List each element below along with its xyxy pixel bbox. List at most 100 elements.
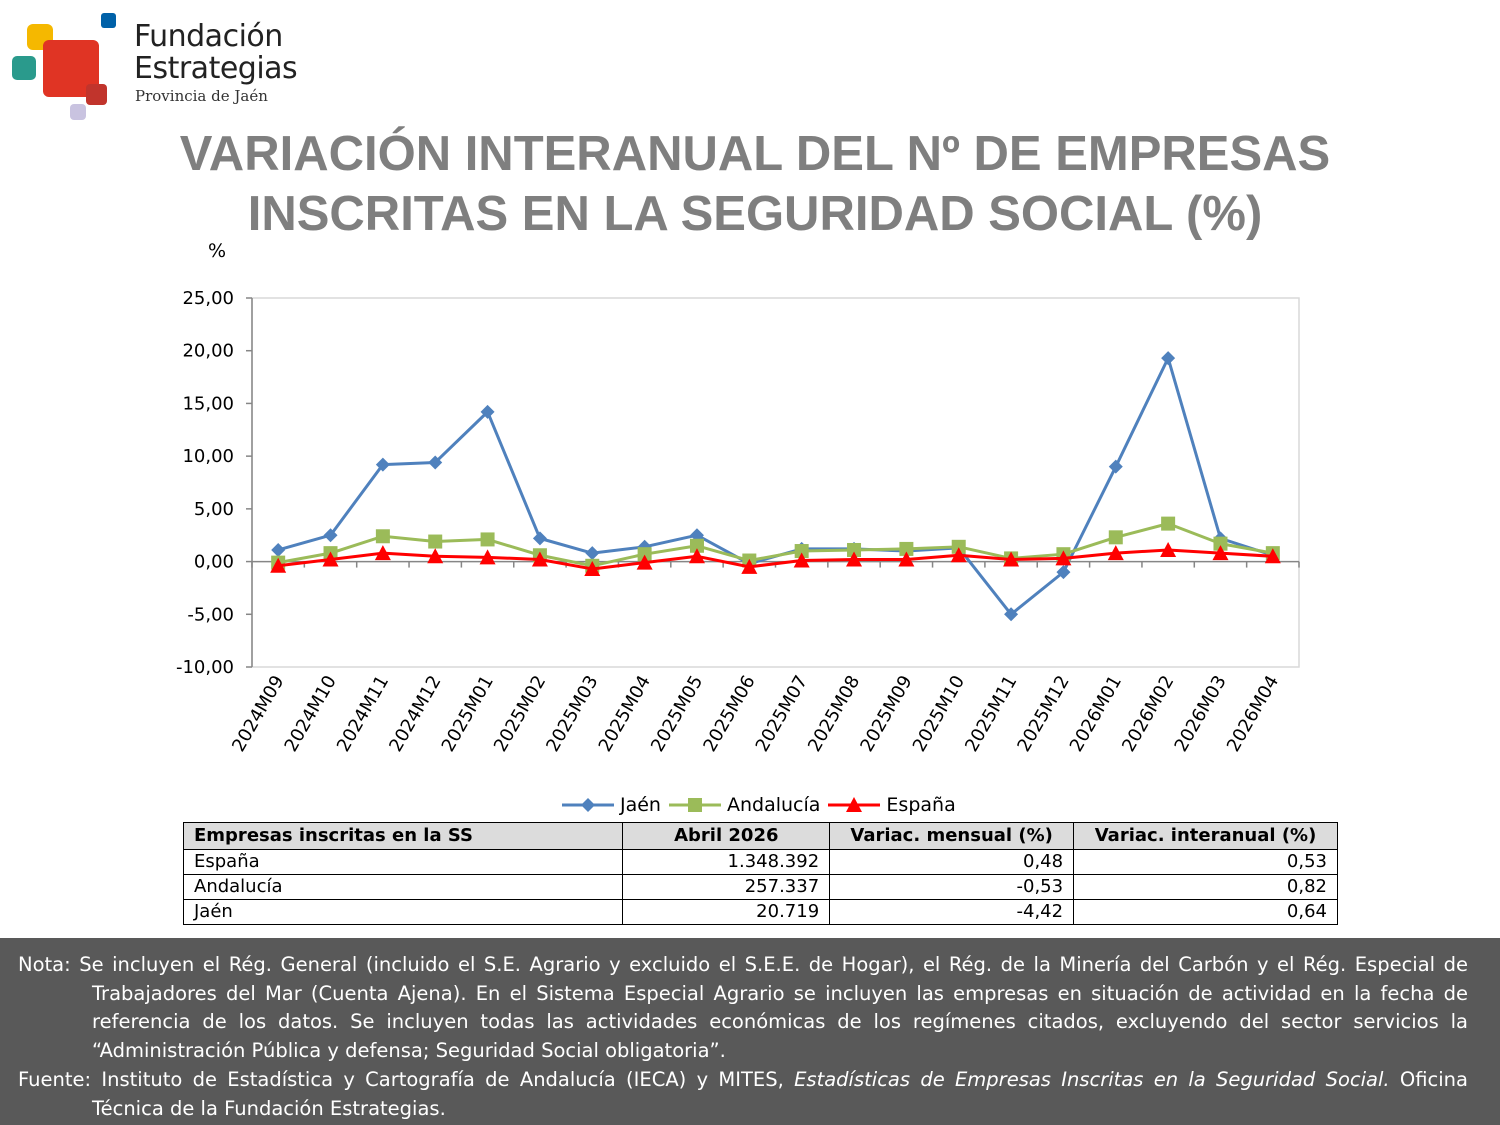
data-point-espana <box>1055 550 1072 566</box>
plot-area <box>251 297 1300 668</box>
data-point-jaen <box>375 457 390 472</box>
source-title: Estadísticas de Empresas Inscritas en la… <box>794 1068 1390 1091</box>
table-cell: Andalucía <box>182 874 624 900</box>
legend-item: Andalucía <box>667 794 820 816</box>
data-point-andalucia <box>899 541 914 556</box>
x-tick-label: 2026M03 <box>1170 672 1230 755</box>
y-unit-label: % <box>208 240 227 262</box>
y-tick-label: 20,00 <box>182 341 234 362</box>
data-point-espana <box>636 554 653 570</box>
table-row: Andalucía 257.337 -0,53 0,82 <box>182 874 1338 900</box>
x-tick-label: 2024M09 <box>228 672 288 755</box>
data-point-jaen <box>1108 459 1123 474</box>
logo: Fundación Estrategias Provincia de Jaén <box>0 0 320 125</box>
x-tick-label: 2025M01 <box>438 672 498 755</box>
data-point-jaen <box>689 528 704 543</box>
legend-swatch <box>562 798 614 812</box>
table-header: Empresas inscritas en la SS <box>182 822 624 850</box>
line-chart: 25,0020,0015,0010,005,000,00-5,00-10,002… <box>176 288 1300 755</box>
data-point-jaen <box>480 404 495 419</box>
table-header: Variac. interanual (%) <box>1073 822 1338 850</box>
table-row: Jaén 20.719 -4,42 0,64 <box>182 899 1338 925</box>
legend-label: Andalucía <box>726 794 821 816</box>
data-point-espana <box>427 548 444 564</box>
source-prefix: Fuente: Instituto de Estadística y Carto… <box>18 1068 795 1091</box>
data-point-jaen <box>585 546 600 561</box>
page-title: VARIACIÓN INTERANUAL DEL Nº DE EMPRESAS … <box>100 124 1410 244</box>
table-header-row: Empresas inscritas en la SS Abril 2026 V… <box>182 822 1338 850</box>
x-tick-label: 2024M10 <box>281 672 341 755</box>
logo-subtitle: Provincia de Jaén <box>135 87 268 105</box>
data-point-espana <box>1107 545 1124 561</box>
title-line-2: INSCRITAS EN LA SEGURIDAD SOCIAL (%) <box>247 187 1263 241</box>
data-point-andalucia <box>1213 536 1228 551</box>
data-point-andalucia <box>428 534 443 549</box>
data-point-andalucia <box>1108 530 1123 545</box>
data-point-espana <box>1160 541 1177 557</box>
data-point-espana <box>741 558 758 574</box>
data-point-espana <box>898 551 915 567</box>
table-cell: 1.348.392 <box>622 849 831 875</box>
title-line-1: VARIACIÓN INTERANUAL DEL Nº DE EMPRESAS <box>179 127 1331 181</box>
data-point-espana <box>793 552 810 568</box>
table-row: España 1.348.392 0,48 0,53 <box>182 849 1338 875</box>
x-tick-label: 2025M02 <box>490 672 550 755</box>
data-point-espana <box>1212 545 1229 561</box>
x-tick-label: 2025M06 <box>699 672 759 755</box>
x-tick-label: 2025M04 <box>595 672 655 755</box>
x-tick-label: 2026M04 <box>1223 672 1283 755</box>
table-cell: 20.719 <box>622 899 831 925</box>
table-cell: -4,42 <box>829 899 1075 925</box>
notes-footer: Nota: Se incluyen el Rég. General (inclu… <box>0 938 1500 1125</box>
data-point-jaen <box>1056 565 1071 580</box>
table-cell: Jaén <box>182 899 624 925</box>
y-tick-label: 0,00 <box>194 552 234 573</box>
chart-legend: Jaén Andalucía España <box>560 793 962 817</box>
table-cell: 0,64 <box>1073 899 1338 925</box>
source-suffix: Oficina Técnica de la Fundación Estrateg… <box>92 1068 1468 1120</box>
x-tick-label: 2024M11 <box>333 672 393 755</box>
data-point-espana <box>479 549 496 565</box>
y-tick-label: 5,00 <box>194 499 234 520</box>
data-point-andalucia <box>847 542 862 557</box>
x-tick-label: 2024M12 <box>385 672 445 755</box>
series-line-espana <box>277 548 1273 571</box>
x-tick-label: 2025M11 <box>961 672 1021 755</box>
y-tick-label: 15,00 <box>182 393 234 414</box>
table-cell: 257.337 <box>622 874 831 900</box>
x-tick-label: 2025M09 <box>856 672 916 755</box>
data-point-jaen <box>271 542 286 557</box>
data-point-espana <box>688 548 705 564</box>
data-point-andalucia <box>637 547 652 562</box>
y-tick-label: -10,00 <box>176 657 234 678</box>
x-tick-label: 2025M03 <box>542 672 602 755</box>
x-tick-label: 2025M12 <box>1013 672 1073 755</box>
legend-swatch <box>668 798 721 812</box>
data-point-jaen <box>532 531 547 546</box>
data-point-jaen <box>323 528 338 543</box>
legend-label: Jaén <box>620 794 661 816</box>
data-point-espana <box>531 551 548 567</box>
table-cell: España <box>182 849 624 875</box>
data-point-andalucia <box>951 539 966 554</box>
legend-label: España <box>886 794 956 816</box>
y-tick-label: 25,00 <box>182 288 234 309</box>
logo-mark <box>12 13 116 120</box>
data-point-espana <box>1003 551 1020 567</box>
data-point-andalucia <box>689 538 704 553</box>
x-tick-label: 2025M07 <box>752 672 812 755</box>
logo-name-line1: Fundación <box>134 19 283 54</box>
data-point-espana <box>322 551 339 567</box>
data-point-espana <box>374 545 391 561</box>
data-point-jaen <box>1161 351 1176 366</box>
data-point-espana <box>1264 548 1281 564</box>
table-header: Abril 2026 <box>622 822 831 850</box>
x-tick-label: 2025M10 <box>909 672 969 755</box>
legend-item: Jaén <box>560 794 661 816</box>
y-tick-label: 10,00 <box>182 446 234 467</box>
data-point-andalucia <box>1161 516 1176 531</box>
legend-swatch <box>828 797 881 812</box>
data-point-espana <box>950 547 967 563</box>
logo-name-line2: Estrategias <box>134 51 298 86</box>
data-point-andalucia <box>480 532 495 547</box>
